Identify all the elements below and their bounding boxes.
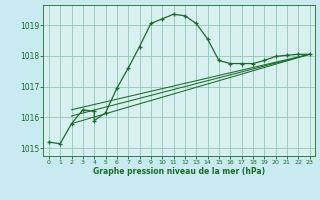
X-axis label: Graphe pression niveau de la mer (hPa): Graphe pression niveau de la mer (hPa) [93, 167, 265, 176]
